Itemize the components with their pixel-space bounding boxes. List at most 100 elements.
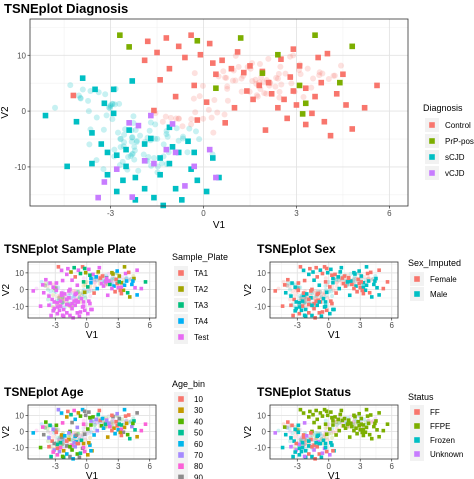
diagnosis-point-scjd <box>104 171 111 178</box>
age-point-faded <box>39 422 44 427</box>
diagnosis-point-scjd <box>89 160 95 167</box>
age-point <box>59 433 64 437</box>
age-point-faded <box>106 414 111 419</box>
status-point <box>339 408 344 413</box>
status-point-faded <box>326 422 331 427</box>
sex-point <box>337 286 342 291</box>
diagnosis-point-control <box>244 88 250 94</box>
status-point <box>348 421 353 426</box>
plate-point <box>72 299 76 303</box>
sex-point-faded <box>287 284 292 289</box>
diagnosis-panel: TSNEplot Diagnosis -3 0 3 6 -10 0 10 V1 V2 Diagnos… <box>0 1 474 231</box>
status-point-faded <box>287 426 292 431</box>
plate-point <box>87 299 91 303</box>
plate-legend-label: TA2 <box>194 285 209 294</box>
sex-point <box>361 280 366 285</box>
sex-point <box>315 275 320 279</box>
sex-point <box>301 293 306 298</box>
age-point <box>112 426 116 431</box>
sex-point-faded <box>285 281 290 286</box>
sex-point <box>303 307 308 312</box>
diagnosis-point-faded <box>146 127 153 134</box>
plate-point-faded <box>124 275 129 280</box>
plate-point-faded <box>54 285 59 290</box>
diagnosis-point-faded <box>200 115 207 122</box>
status-point-faded <box>329 431 334 436</box>
sex-point <box>298 265 303 269</box>
status-point <box>361 433 366 438</box>
sex-point <box>364 265 369 269</box>
plate-point <box>59 293 64 298</box>
age-point <box>38 445 43 450</box>
sex-point <box>312 278 316 283</box>
status-point <box>310 454 314 459</box>
age-point <box>100 416 105 421</box>
plate-point <box>40 283 45 287</box>
age-point-faded <box>95 420 100 425</box>
sex-point <box>310 303 314 308</box>
sex-point <box>315 303 320 308</box>
plate-x-tick-label: 6 <box>147 321 152 330</box>
sex-point-faded <box>276 286 281 291</box>
diagnosis-point-faded <box>152 121 159 128</box>
sex-y-tick-label: -10 <box>254 302 266 311</box>
plate-point-faded <box>46 297 51 302</box>
status-point <box>292 439 296 443</box>
diagnosis-point-faded <box>205 106 212 113</box>
plate-point <box>89 280 93 285</box>
plate-point <box>65 311 69 315</box>
age-point-faded <box>46 439 51 444</box>
age-y-tick-label: 10 <box>15 411 24 420</box>
plate-point <box>83 270 88 275</box>
plate-point <box>143 280 148 284</box>
sex-point <box>324 290 329 295</box>
plate-point <box>55 311 60 316</box>
status-point <box>325 413 330 418</box>
plate-legend-label: Test <box>194 333 209 342</box>
sex-point <box>282 283 287 287</box>
plate-point-faded <box>109 277 114 282</box>
status-point-faded <box>331 430 336 435</box>
age-legend-key <box>178 474 184 479</box>
age-point <box>88 415 92 420</box>
diagnosis-point-vcjd <box>172 149 179 156</box>
status-point <box>273 431 278 435</box>
sex-point <box>325 270 330 275</box>
age-point <box>105 435 110 439</box>
age-point <box>106 421 111 426</box>
status-x-tick-label: -3 <box>294 462 302 471</box>
diagnosis-point-control <box>324 50 331 57</box>
age-point <box>75 441 80 446</box>
diagnosis-point-faded <box>130 119 137 126</box>
diagnosis-point-faded <box>52 104 59 111</box>
sex-point <box>356 277 360 282</box>
diagnosis-legend-key <box>429 122 435 128</box>
age-point <box>135 434 139 439</box>
age-point <box>31 431 36 435</box>
plate-point <box>122 265 127 269</box>
diagnosis-point-prppos <box>213 85 219 92</box>
status-point-faded <box>297 435 302 440</box>
age-point <box>86 427 90 431</box>
status-point <box>318 411 323 415</box>
diagnosis-point-scjd <box>148 135 154 142</box>
diagnosis-point-control <box>191 82 198 89</box>
status-point <box>331 423 335 427</box>
sex-point <box>299 308 304 313</box>
plate-legend-key <box>178 334 184 340</box>
status-legend-key <box>414 409 420 415</box>
age-point <box>58 445 63 450</box>
sex-point-faded <box>353 279 358 284</box>
diagnosis-point-faded <box>261 90 268 97</box>
sex-point <box>307 311 311 315</box>
diagnosis-point-control <box>275 104 281 111</box>
diagnosis-point-scjd <box>169 144 176 150</box>
age-legend-label: 80 <box>194 462 203 471</box>
age-point <box>110 413 114 418</box>
age-point <box>76 411 81 415</box>
sex-point <box>361 291 366 296</box>
sex-legend-key <box>414 276 420 282</box>
status-point-faded <box>281 422 286 427</box>
age-point <box>131 421 135 426</box>
plate-point <box>58 304 63 308</box>
